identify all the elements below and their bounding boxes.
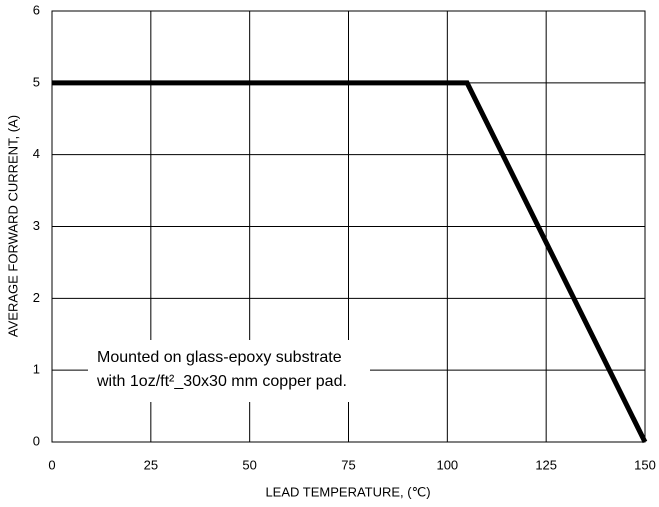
y-axis-label: AVERAGE FORWARD CURRENT, (A) — [5, 115, 20, 337]
x-tick-label: 100 — [436, 457, 458, 472]
data-line — [52, 80, 648, 444]
y-tick-label: 0 — [33, 433, 40, 448]
x-tick-label: 25 — [144, 457, 158, 472]
y-tick-label: 5 — [33, 74, 40, 89]
x-tick-label: 125 — [535, 457, 557, 472]
y-tick-label: 4 — [33, 146, 40, 161]
annotation: with 1oz/ft²_30x30 mm copper pad. — [96, 373, 347, 390]
y-tick-label: 1 — [33, 362, 40, 377]
x-axis-label: LEAD TEMPERATURE, (℃) — [265, 484, 430, 499]
y-tick-label: 2 — [33, 290, 40, 305]
y-tick-label: 3 — [33, 218, 40, 233]
annotation: Mounted on glass-epoxy substrate — [97, 349, 342, 366]
y-tick-label: 6 — [33, 2, 40, 17]
x-tick-label: 50 — [242, 457, 256, 472]
annotation-box — [88, 340, 370, 402]
x-tick-label: 0 — [48, 457, 55, 472]
x-tick-label: 150 — [634, 457, 656, 472]
x-tick-label: 75 — [341, 457, 355, 472]
